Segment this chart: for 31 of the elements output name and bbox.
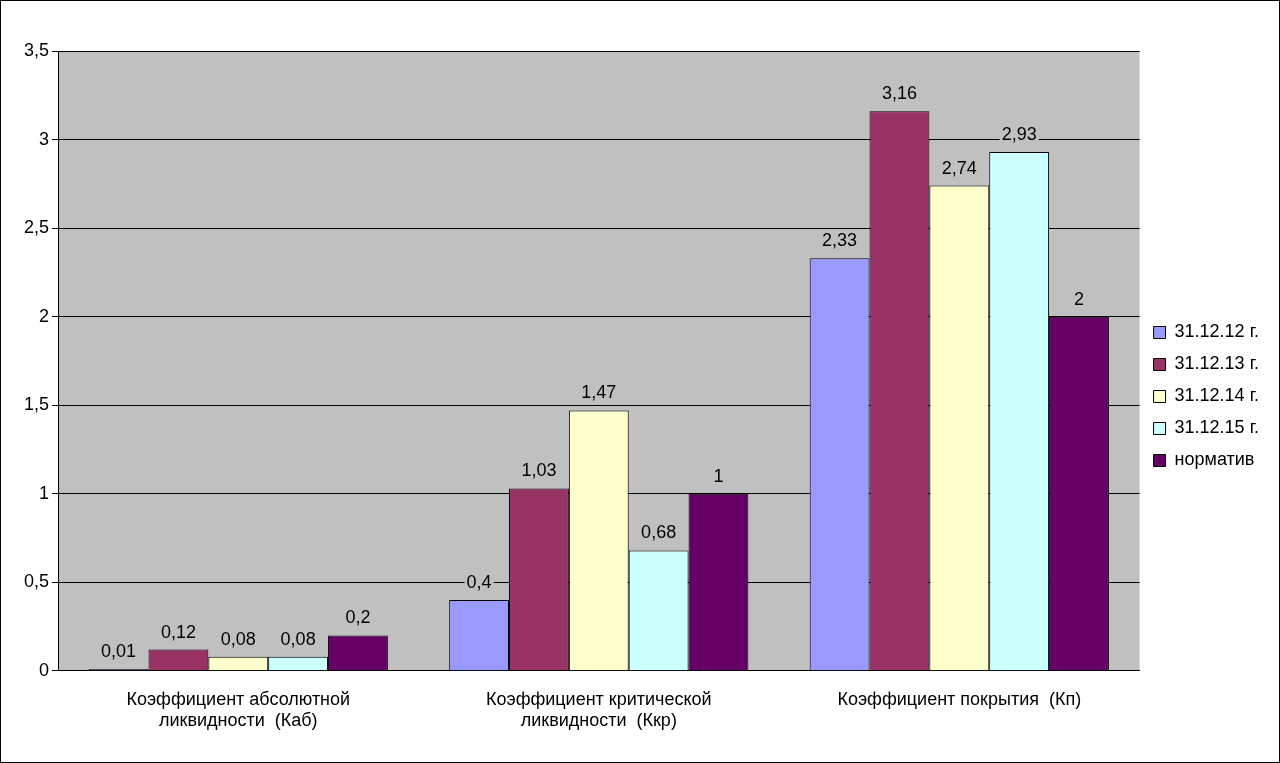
data-label: 3,16 — [881, 83, 917, 104]
data-label: 0,08 — [280, 628, 316, 649]
y-tick-label: 3 — [39, 128, 50, 149]
legend-label: 31.12.15 г. — [1174, 417, 1259, 438]
data-label: 1,47 — [581, 382, 617, 403]
data-label: 1,03 — [521, 460, 557, 481]
data-label: 0,2 — [345, 607, 371, 628]
y-tick-label: 2 — [39, 305, 50, 326]
legend-label: 31.12.14 г. — [1174, 385, 1259, 406]
y-tick-label: 0 — [39, 659, 50, 680]
data-label: 0,68 — [641, 522, 677, 543]
legend-label: 31.12.13 г. — [1174, 353, 1259, 374]
data-label: 2 — [1073, 288, 1085, 309]
legend-label: норматив — [1174, 449, 1255, 470]
data-label: 2,33 — [822, 230, 858, 251]
data-label: 2,93 — [1001, 123, 1037, 144]
data-label: 0,12 — [160, 621, 196, 642]
data-label: 0,08 — [220, 628, 256, 649]
data-label: 0,01 — [101, 641, 137, 661]
y-tick-label: 3,5 — [23, 39, 50, 60]
x-tick-label: Коэффициент абсолютной ликвидности (Каб) — [126, 688, 351, 731]
y-tick-label: 1,5 — [23, 394, 50, 415]
data-label: 1 — [713, 465, 724, 486]
y-tick-label: 2,5 — [23, 217, 50, 238]
x-tick-label: Коэффициент критической ликвидности (Ккр) — [485, 688, 712, 731]
data-label: 0,4 — [466, 571, 492, 592]
y-tick-label: 1 — [39, 482, 50, 503]
legend-label: 31.12.12 г. — [1174, 321, 1259, 342]
data-label: 2,74 — [941, 157, 977, 178]
x-tick-label: Коэффициент покрытия (Кп) — [837, 688, 1082, 709]
y-tick-label: 0,5 — [23, 571, 50, 592]
